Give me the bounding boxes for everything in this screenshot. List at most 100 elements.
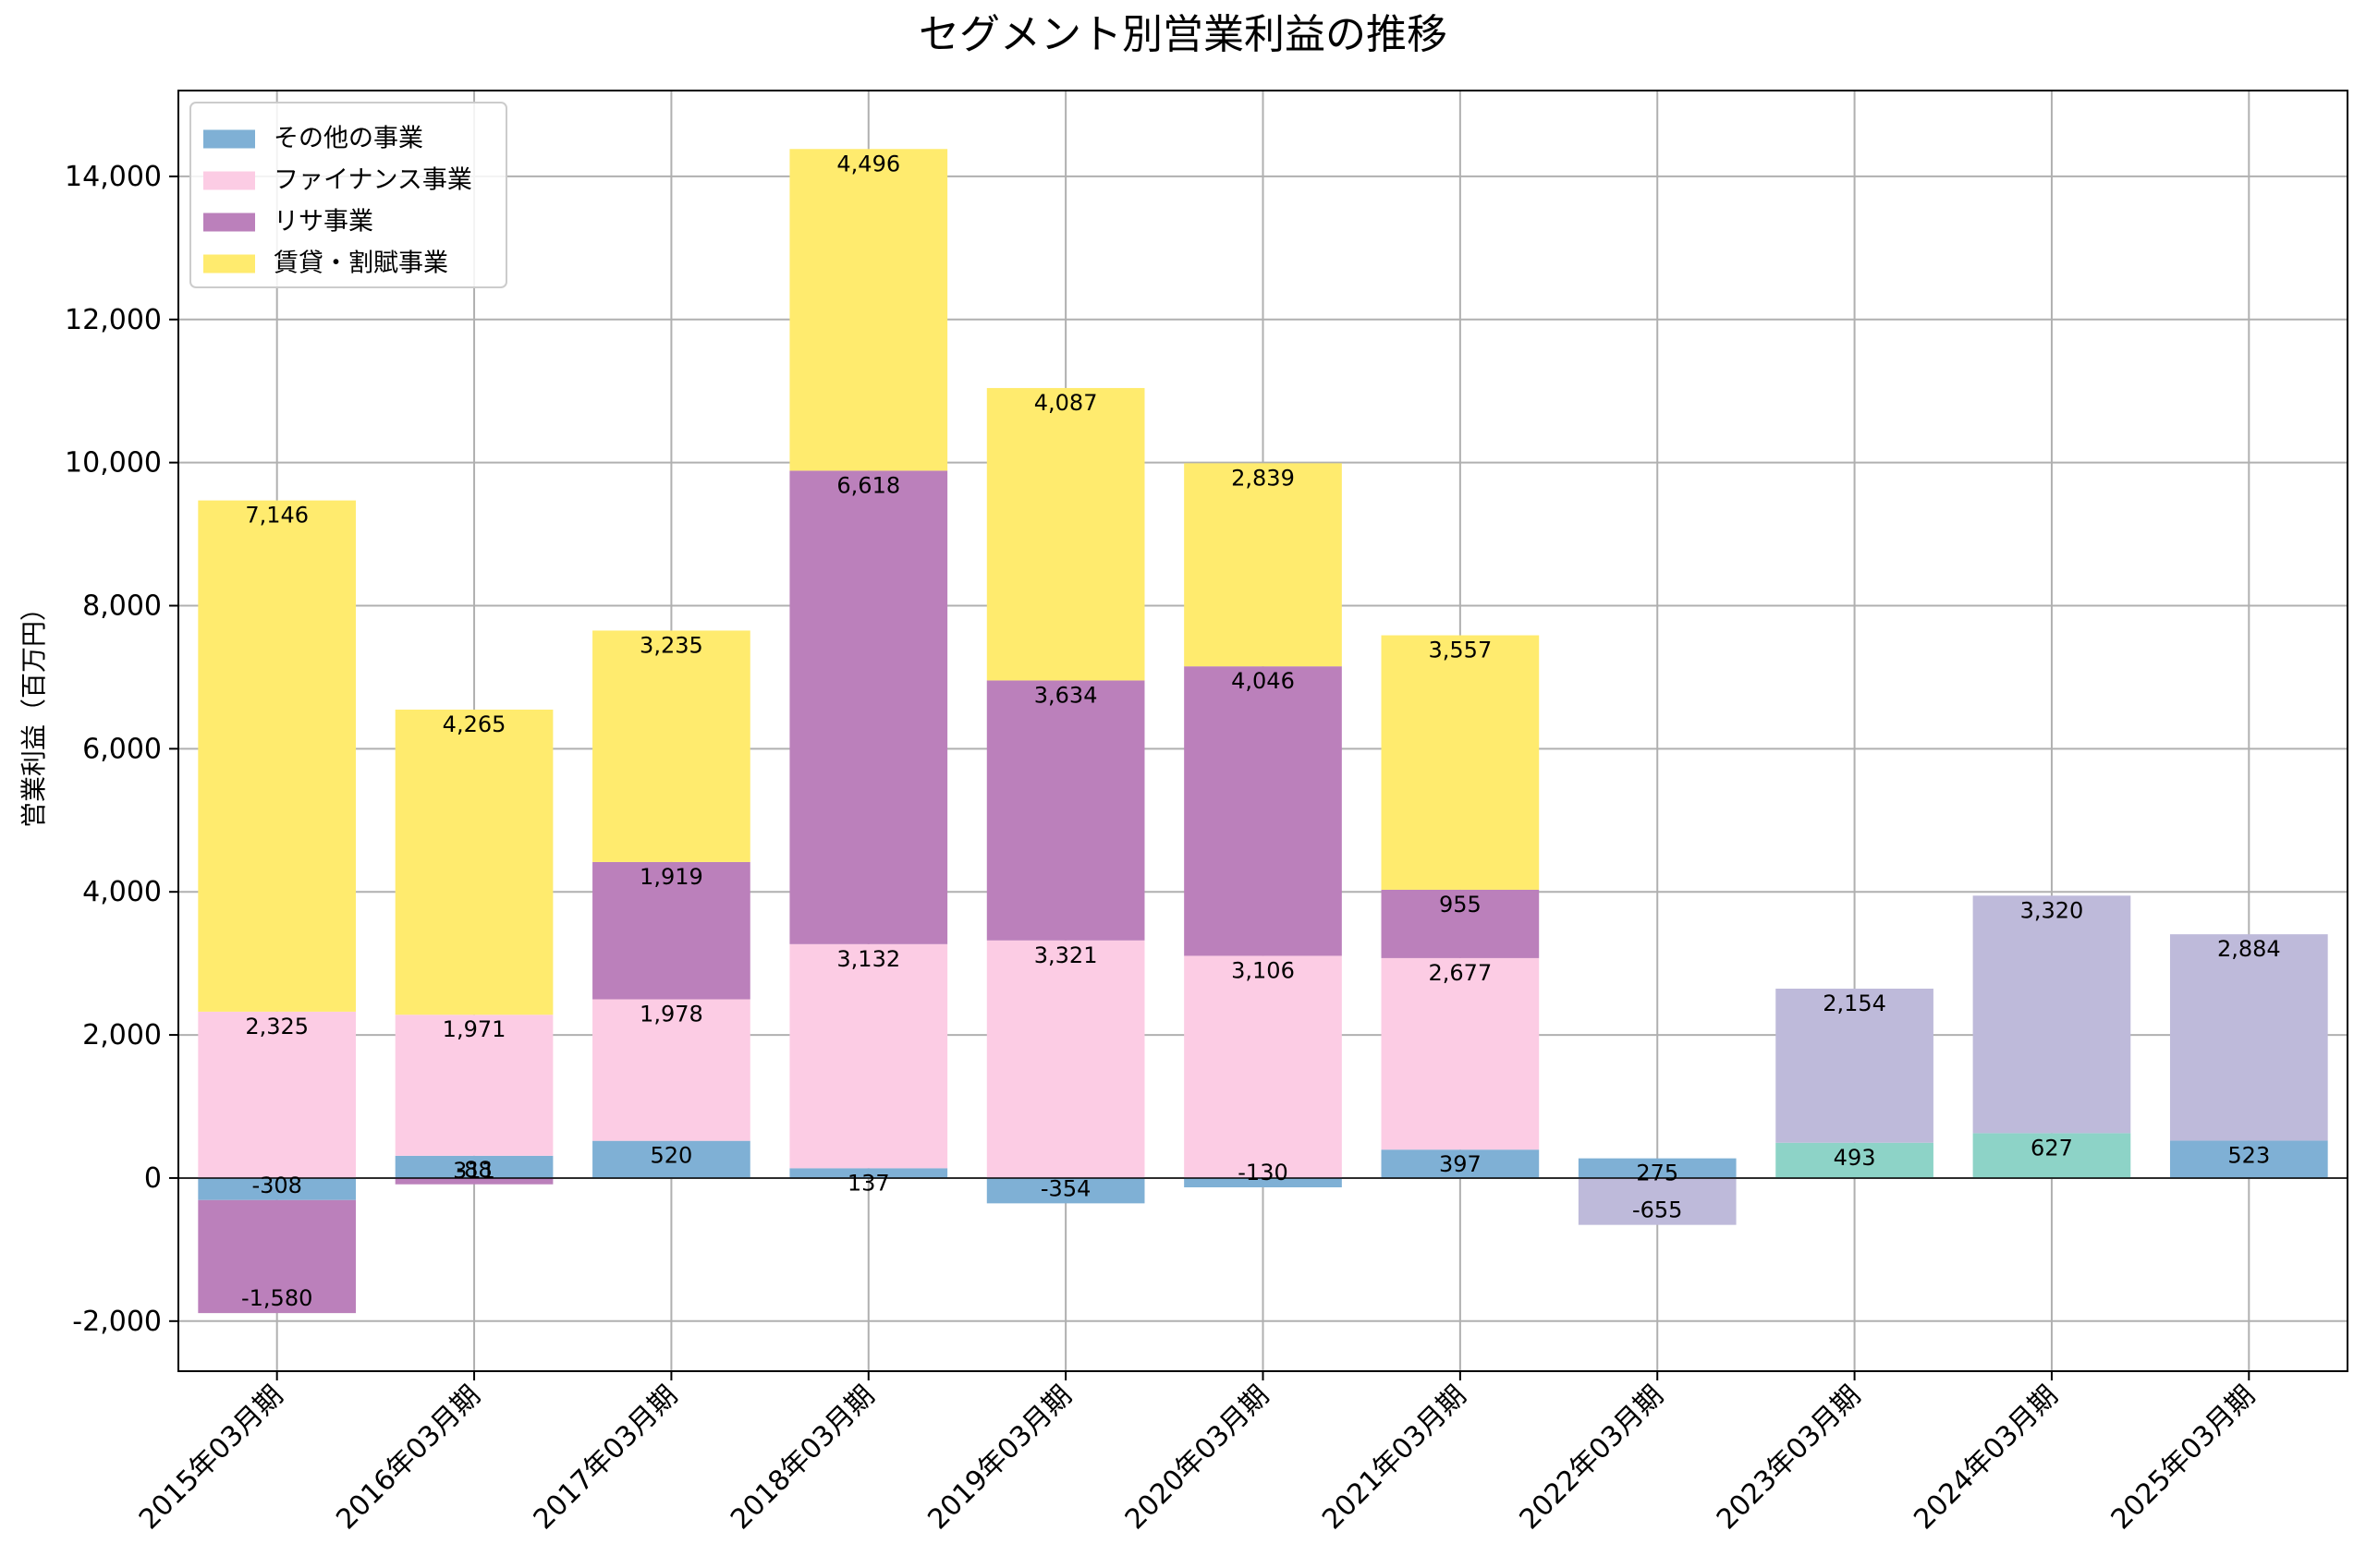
data-label: -308 — [251, 1173, 301, 1198]
bar-segment — [986, 387, 1145, 681]
bar-segment — [986, 940, 1145, 1178]
data-label: 3,321 — [1034, 942, 1098, 968]
bar-segment — [1381, 1149, 1540, 1178]
bar-segment — [789, 149, 948, 471]
y-tick-label: 12,000 — [65, 304, 162, 336]
x-tick-label: 2023年03月期 — [1711, 1380, 1867, 1536]
bar-segment — [1578, 1177, 1737, 1225]
bar-segment — [986, 1177, 1145, 1204]
legend-label: リサ事業 — [274, 208, 373, 237]
data-label: 627 — [2031, 1135, 2073, 1161]
bar-segment — [986, 680, 1145, 941]
data-label: 275 — [1636, 1161, 1678, 1186]
legend-swatch — [203, 213, 255, 232]
x-tick-label: 2020年03月期 — [1119, 1380, 1275, 1536]
data-label: 2,839 — [1231, 465, 1295, 491]
data-label: 4,265 — [443, 711, 506, 737]
x-tick-label: 2019年03月期 — [921, 1380, 1078, 1536]
bar-segment — [1184, 666, 1342, 956]
x-tick-label: 2022年03月期 — [1514, 1380, 1670, 1536]
bar-segment — [1775, 1142, 1933, 1178]
y-tick-label: -2,000 — [72, 1306, 162, 1338]
data-label: 3,132 — [836, 946, 900, 972]
data-label: 4,087 — [1034, 390, 1098, 416]
bar-segment — [789, 1168, 948, 1178]
data-label: 955 — [1439, 892, 1482, 918]
data-label: -354 — [1041, 1175, 1091, 1201]
y-tick-label: 0 — [144, 1162, 162, 1195]
data-label: 1,978 — [640, 1002, 703, 1027]
y-tick-label: 14,000 — [65, 161, 162, 193]
data-label: 3,557 — [1429, 638, 1493, 663]
data-label: 7,146 — [245, 503, 309, 529]
chart-title: セグメント別営業利益の推移 — [919, 11, 1447, 58]
data-label: 4,046 — [1231, 668, 1295, 694]
y-tick-label: 2,000 — [82, 1019, 162, 1051]
y-tick-label: 10,000 — [65, 447, 162, 480]
bar-segment — [2169, 1140, 2328, 1178]
data-label: 311 — [453, 1158, 495, 1184]
bar-segment — [1184, 955, 1342, 1178]
data-labels: -308 311 520 137 -354 -130 397 275 523 2,325 1,971… — [241, 151, 2281, 1311]
x-tick-label: 2016年03月期 — [330, 1380, 486, 1536]
bar-segment — [1381, 889, 1540, 958]
data-label: 2,154 — [1823, 991, 1886, 1016]
data-label: -130 — [1238, 1160, 1287, 1185]
bar-segment — [395, 1177, 554, 1185]
bar-segment — [789, 470, 948, 944]
data-label: 1,919 — [640, 864, 703, 890]
y-tick-label: 8,000 — [82, 590, 162, 622]
data-label: 1,971 — [443, 1016, 506, 1042]
data-label: 520 — [651, 1143, 693, 1169]
y-tick-label: 6,000 — [82, 733, 162, 765]
bar-segment — [198, 1177, 357, 1200]
bar-segment — [395, 710, 554, 1015]
data-label: 3,106 — [1231, 957, 1295, 983]
y-tick-label: 4,000 — [82, 876, 162, 908]
bar-segment — [1972, 895, 2131, 1134]
bar-segment — [1184, 1177, 1342, 1188]
legend-swatch — [203, 171, 255, 190]
x-tick-label: 2021年03月期 — [1316, 1380, 1472, 1536]
plot-frame — [177, 90, 2348, 1372]
x-tick-label: 2015年03月期 — [133, 1380, 289, 1536]
bar-segment — [1775, 988, 1933, 1143]
bar-segment — [1184, 463, 1342, 667]
data-label: 3,320 — [2020, 897, 2084, 923]
legend-swatch — [203, 129, 255, 149]
bar-segment — [1972, 1133, 2131, 1178]
data-label: 4,496 — [836, 151, 900, 176]
data-label: -1,580 — [241, 1285, 312, 1311]
bar-segment — [789, 943, 948, 1169]
data-label: 137 — [848, 1170, 890, 1196]
bar-segment — [1578, 1158, 1737, 1178]
bar-segment — [592, 861, 750, 1000]
data-label: 493 — [1834, 1145, 1876, 1171]
bar-segment — [198, 500, 357, 1012]
bar-segment — [395, 1155, 554, 1178]
legend-box — [189, 102, 507, 288]
bar-segment — [1381, 957, 1540, 1150]
x-tick-label: 2024年03月期 — [1908, 1380, 2064, 1536]
data-label: -655 — [1632, 1197, 1682, 1223]
bars — [198, 149, 2328, 1314]
data-label: 2,884 — [2217, 936, 2281, 962]
legend-swatch — [203, 254, 255, 273]
bar-segment — [592, 630, 750, 862]
x-tick-label: 2025年03月期 — [2105, 1380, 2262, 1536]
bar-segment — [592, 1140, 750, 1178]
x-tick-label: 2017年03月期 — [528, 1380, 684, 1536]
y-axis-label: 営業利益（百万円） — [18, 595, 49, 828]
bar-segment — [198, 1011, 357, 1178]
bar-segment — [395, 1015, 554, 1156]
bar-segment — [198, 1199, 357, 1314]
bar-segment — [1381, 635, 1540, 890]
x-tick-label: 2018年03月期 — [725, 1380, 881, 1536]
data-label: 6,618 — [836, 472, 900, 498]
legend-label: 賃貸・割賦事業 — [274, 249, 448, 278]
legend-label: ファイナンス事業 — [274, 166, 472, 195]
bar-segment — [2169, 934, 2328, 1141]
